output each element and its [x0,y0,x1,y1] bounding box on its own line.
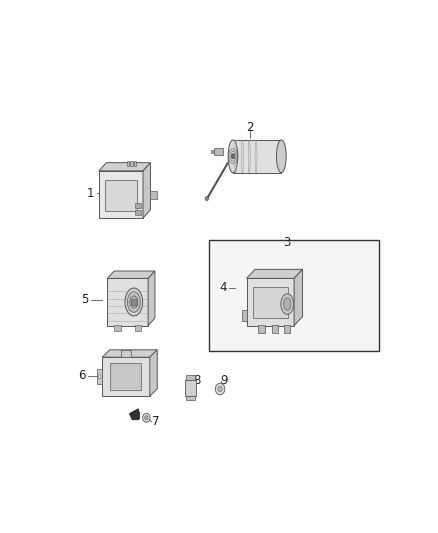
Ellipse shape [98,375,101,379]
Bar [258,325,265,333]
Polygon shape [211,150,214,153]
Bar [134,210,141,215]
Bar [110,363,141,390]
Polygon shape [148,271,155,326]
Bar [272,325,278,333]
Bar [233,140,281,173]
Ellipse shape [231,154,235,159]
Bar [121,350,131,357]
Text: 5: 5 [81,294,88,306]
Ellipse shape [145,416,148,420]
Bar [134,161,136,166]
Ellipse shape [130,296,138,308]
Ellipse shape [205,197,208,200]
Polygon shape [102,357,150,396]
Text: 8: 8 [193,374,200,387]
Text: 2: 2 [246,121,254,134]
Bar [151,191,157,199]
Text: 6: 6 [78,369,86,382]
Bar [134,325,141,330]
Text: 7: 7 [152,415,160,429]
Bar [105,180,137,211]
Bar [111,365,140,388]
Bar [284,325,290,333]
Bar [127,161,130,166]
Text: 1: 1 [87,187,94,200]
Polygon shape [214,148,223,155]
Bar [131,298,137,305]
Ellipse shape [281,294,294,314]
Ellipse shape [215,383,225,395]
Ellipse shape [218,386,222,392]
Polygon shape [107,278,148,326]
Bar [114,325,121,330]
Text: 3: 3 [283,236,291,249]
Bar [243,310,247,321]
Bar [130,161,133,166]
Bar [134,203,141,208]
Ellipse shape [283,298,291,310]
Ellipse shape [276,140,286,173]
Polygon shape [294,269,303,326]
Bar [187,396,194,400]
Polygon shape [99,163,151,171]
Text: 4: 4 [219,281,226,294]
Text: 9: 9 [220,374,228,387]
Bar [187,375,194,381]
Bar [253,287,288,318]
Polygon shape [102,350,157,357]
Polygon shape [247,278,294,326]
Polygon shape [99,171,143,218]
Polygon shape [130,409,140,420]
Ellipse shape [127,292,140,312]
Polygon shape [143,163,151,218]
Bar [97,369,102,384]
Ellipse shape [228,140,238,173]
Bar [209,240,379,351]
Polygon shape [107,271,155,278]
Ellipse shape [143,413,150,422]
Ellipse shape [125,288,143,316]
Polygon shape [247,269,303,278]
Polygon shape [150,350,157,396]
Bar [185,381,196,396]
